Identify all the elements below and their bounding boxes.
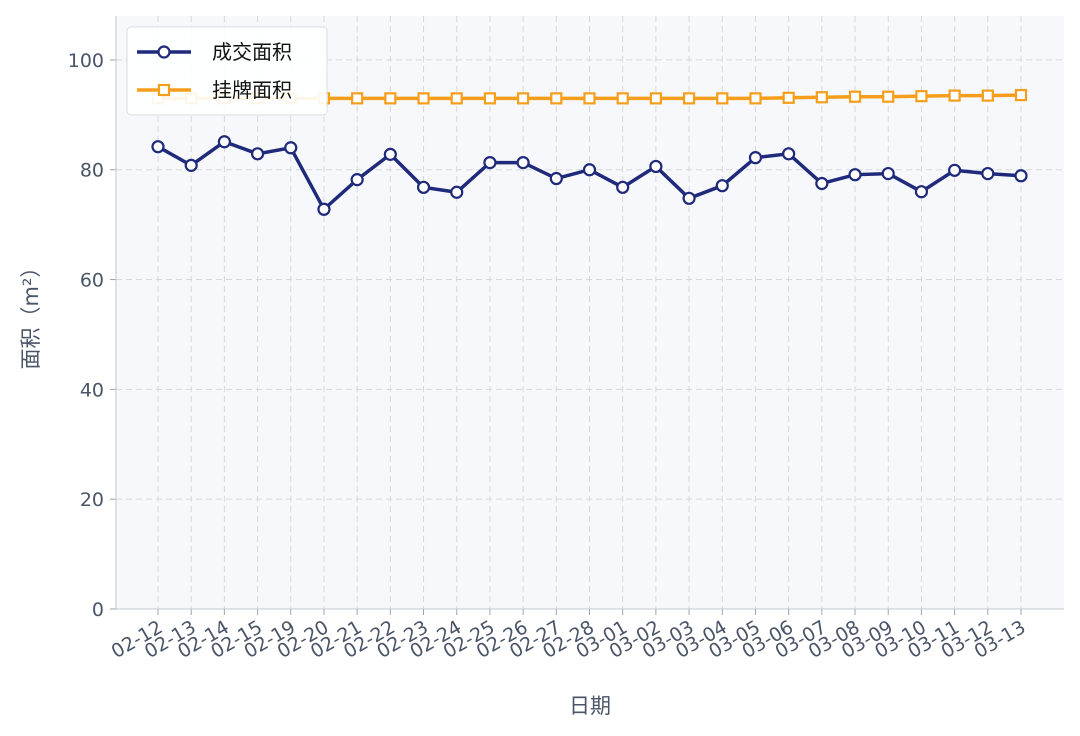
marker	[915, 90, 928, 103]
marker	[184, 158, 198, 172]
marker	[317, 202, 331, 216]
marker	[948, 89, 961, 102]
marker	[384, 92, 397, 105]
marker	[682, 92, 696, 105]
y-tick-label: 40	[80, 379, 104, 401]
marker	[351, 92, 364, 105]
marker	[250, 147, 265, 161]
marker	[616, 180, 630, 194]
marker	[881, 166, 895, 181]
y-tick-label: 20	[80, 489, 104, 511]
marker	[1014, 169, 1028, 183]
x-axis-label: 日期	[569, 694, 611, 718]
marker	[350, 173, 364, 187]
marker	[450, 185, 464, 199]
marker	[948, 163, 962, 177]
marker	[848, 90, 862, 103]
marker	[748, 151, 763, 165]
marker	[450, 92, 463, 105]
marker	[383, 147, 397, 161]
marker	[782, 147, 796, 161]
marker	[516, 156, 530, 170]
marker	[815, 176, 829, 191]
marker	[649, 92, 662, 105]
marker	[517, 92, 530, 105]
marker	[483, 156, 497, 170]
marker	[715, 179, 729, 193]
marker	[217, 135, 231, 149]
marker	[682, 191, 696, 205]
marker	[914, 185, 929, 199]
marker	[549, 171, 563, 186]
marker	[550, 92, 563, 105]
marker	[416, 180, 431, 194]
marker	[981, 89, 994, 102]
marker	[151, 140, 165, 154]
marker	[583, 92, 596, 105]
marker	[716, 92, 729, 105]
legend-marker	[157, 83, 171, 97]
marker	[815, 91, 828, 104]
y-tick-label: 60	[80, 270, 104, 292]
marker	[749, 92, 762, 105]
y-tick-label: 0	[92, 599, 104, 621]
legend-label: 成交面积	[212, 40, 292, 64]
legend-marker	[157, 45, 171, 59]
marker	[284, 141, 298, 155]
marker	[782, 91, 795, 104]
y-tick-label: 100	[68, 50, 104, 72]
marker	[1014, 88, 1028, 102]
legend-box	[126, 26, 328, 116]
marker	[848, 168, 862, 182]
y-axis-label: 面积（m²）	[19, 257, 43, 370]
marker	[882, 90, 895, 103]
marker	[981, 166, 995, 181]
marker	[616, 92, 629, 105]
marker	[417, 92, 430, 105]
marker	[582, 163, 597, 177]
marker	[649, 159, 663, 174]
legend-label: 挂牌面积	[212, 78, 292, 102]
y-tick-label: 80	[80, 160, 104, 182]
marker	[483, 92, 497, 105]
